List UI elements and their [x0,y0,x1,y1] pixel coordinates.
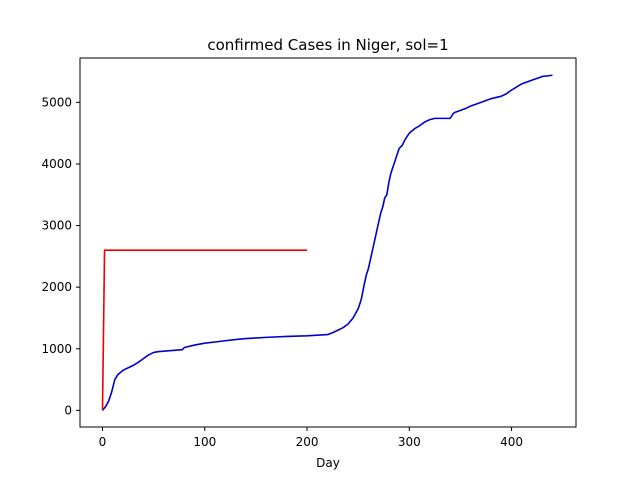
x-tick-label: 100 [193,435,216,449]
series-layer [101,74,553,411]
x-axis-label: Day [316,456,340,470]
y-tick-label: 0 [64,403,72,417]
y-tick-label: 4000 [41,157,72,171]
y-tick-label: 1000 [41,342,72,356]
x-axis: 0 100 200 300 400 [99,427,523,449]
y-axis: 0 1000 2000 3000 4000 5000 [41,95,80,417]
y-tick-label: 2000 [41,280,72,294]
x-tick-label: 400 [500,435,523,449]
series-line-0 [101,74,553,411]
x-tick-label: 300 [398,435,421,449]
y-tick-label: 3000 [41,219,72,233]
x-tick-label: 200 [296,435,319,449]
y-tick-label: 5000 [41,95,72,109]
chart-title: confirmed Cases in Niger, sol=1 [207,36,448,54]
x-tick-label: 0 [99,435,107,449]
plot-frame [79,57,577,428]
series-line-1 [101,249,308,411]
